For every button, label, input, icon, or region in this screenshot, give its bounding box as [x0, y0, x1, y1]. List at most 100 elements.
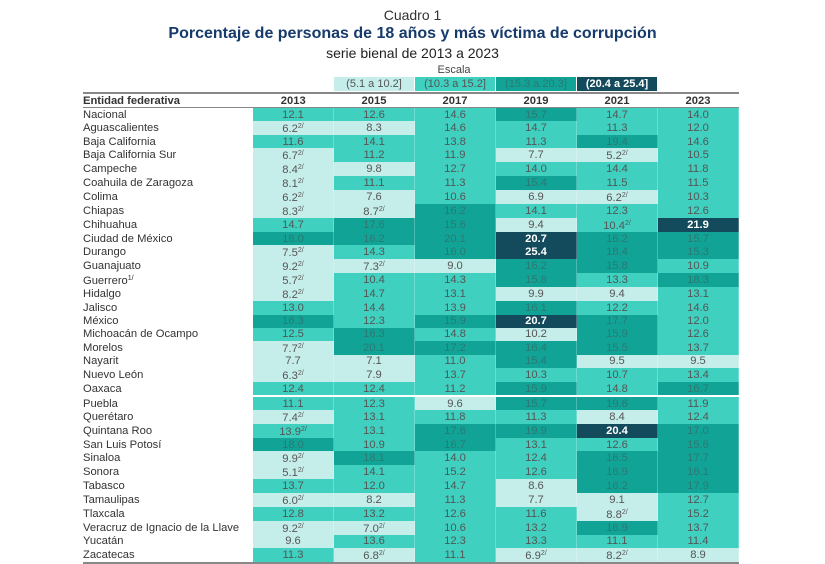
value-cell: 17.9 [657, 479, 739, 493]
column-header-year: 2021 [576, 92, 658, 108]
value-cell: 13.7 [253, 479, 334, 493]
value-cell: 16.3 [253, 314, 334, 328]
value-cell: 16.1 [657, 465, 739, 480]
entity-name: Coahuila de Zaragoza [83, 177, 194, 190]
entity-name: Jalisco [83, 301, 118, 314]
value-cell: 7.7 [495, 148, 577, 163]
value-cell: 11.8 [657, 162, 739, 177]
value-cell: 14.6 [657, 301, 739, 315]
entity-name: San Luis Potosí [83, 438, 162, 451]
value-cell: 13.7 [414, 367, 496, 382]
table-row: Tlaxcala 12.8 13.2 12.6 11.6 8.82/15.2 [83, 506, 739, 521]
column-header-year: 2019 [495, 92, 577, 108]
value-cell: 14.6 [414, 121, 496, 136]
value-cell: 13.1 [333, 424, 415, 439]
value-cell: 7.7 [253, 354, 334, 368]
value-cell: 15.6 [657, 438, 739, 452]
value-cell: 11.9 [414, 148, 496, 163]
value-cell: 15.5 [576, 340, 658, 355]
value-cell: 6.9 [495, 190, 577, 205]
value-cell: 11.3 [414, 492, 496, 507]
value-cell: 16.1 [495, 301, 577, 315]
value-cell: 15.9 [414, 314, 496, 328]
entity-name: Tabasco [83, 479, 125, 492]
entity-name: Nacional [83, 108, 127, 121]
value-cell: 18.3 [657, 273, 739, 288]
value-cell: 11.6 [495, 506, 577, 521]
table-row: Morelos 7.72/20.1 17.2 16.4 15.5 13.7 [83, 340, 739, 355]
value-cell: 7.52/ [253, 245, 334, 260]
value-cell: 12.6 [333, 107, 415, 122]
value-cell: 13.3 [495, 534, 577, 548]
value-cell: 7.02/ [333, 520, 415, 535]
value-cell: 15.2 [414, 465, 496, 480]
entity-name: Tamaulipas [83, 493, 140, 506]
column-header-year: 2015 [333, 92, 415, 108]
value-cell: 12.5 [253, 327, 334, 341]
value-cell: 13.1 [333, 410, 415, 425]
value-cell: 10.6 [414, 190, 496, 205]
value-cell: 14.7 [253, 218, 334, 233]
entity-name: Yucatán [83, 535, 124, 548]
value-cell: 16.5 [576, 451, 658, 466]
value-cell: 16.7 [414, 438, 496, 452]
entity-name: Nayarit [83, 355, 119, 368]
value-cell: 11.8 [414, 410, 496, 425]
value-cell: 20.1 [333, 340, 415, 355]
value-cell: 13.92/ [253, 424, 334, 439]
page-title: Porcentaje de personas de 18 años y más … [168, 25, 657, 42]
table-row: San Luis Potosí 18.0 10.9 16.7 13.1 12.6 15.6 [83, 438, 739, 452]
table-row: México 16.3 12.3 15.9 20.7 17.7 12.0 [83, 314, 739, 328]
entity-name: Sinaloa [83, 452, 121, 465]
value-cell: 20.7 [495, 314, 577, 328]
table-row: Oaxaca 12.4 12.4 11.2 15.9 14.8 16.7 [83, 381, 739, 397]
value-cell: 11.6 [253, 135, 334, 149]
value-cell: 14.7 [414, 479, 496, 493]
value-cell: 19.9 [495, 424, 577, 439]
value-cell: 12.6 [495, 465, 577, 480]
value-cell: 8.42/ [253, 162, 334, 177]
value-cell: 13.9 [414, 301, 496, 315]
value-cell: 7.6 [333, 190, 415, 205]
table-row: Guerrero1/5.72/10.4 14.3 15.8 13.3 18.3 [83, 273, 739, 288]
value-cell: 13.0 [253, 301, 334, 315]
value-cell: 20.4 [576, 424, 658, 439]
value-cell: 9.92/ [253, 451, 334, 466]
value-cell: 11.1 [253, 395, 334, 411]
column-header-entity: Entidad federativa [83, 92, 253, 108]
value-cell: 12.1 [253, 107, 334, 122]
value-cell: 10.3 [657, 190, 739, 205]
value-cell: 13.6 [333, 534, 415, 548]
scale-range-2: (10.3 a 15.2] [415, 77, 495, 91]
value-cell: 11.0 [414, 354, 496, 368]
entity-name: Guanajuato [83, 260, 141, 273]
value-cell: 7.72/ [253, 340, 334, 355]
value-cell: 16.3 [333, 327, 415, 341]
value-cell: 12.3 [333, 314, 415, 328]
value-cell: 10.9 [333, 438, 415, 452]
value-cell: 13.1 [657, 287, 739, 302]
entity-name: Chiapas [83, 205, 125, 218]
table-row: Chiapas 8.32/8.72/16.2 14.1 12.3 12.6 [83, 204, 739, 219]
value-cell: 14.3 [333, 245, 415, 260]
entity-name: Durango [83, 246, 126, 259]
value-cell: 18.0 [253, 438, 334, 452]
entity-name: Baja California [83, 135, 156, 148]
table-row: Jalisco 13.0 14.4 13.9 16.1 12.2 14.6 [83, 301, 739, 315]
table-row: Sinaloa 9.92/18.1 14.0 12.4 16.5 17.7 [83, 451, 739, 466]
value-cell: 11.4 [657, 534, 739, 548]
value-cell: 12.4 [333, 381, 415, 397]
value-cell: 16.2 [576, 232, 658, 246]
value-cell: 10.42/ [576, 218, 658, 233]
value-cell: 9.22/ [253, 259, 334, 274]
table-row: Nacional 12.1 12.6 14.6 15.7 14.7 14.0 [83, 107, 739, 122]
table-row: Veracruz de Ignacio de la Llave 9.22/7.02… [83, 520, 739, 535]
entity-name: Morelos [83, 341, 123, 354]
value-cell: 11.9 [657, 395, 739, 411]
value-cell: 7.32/ [333, 259, 415, 274]
value-cell: 12.6 [576, 438, 658, 452]
value-cell: 13.7 [657, 520, 739, 535]
value-cell: 18.0 [253, 232, 334, 246]
value-cell: 9.4 [576, 287, 658, 302]
value-cell: 15.7 [495, 107, 577, 122]
